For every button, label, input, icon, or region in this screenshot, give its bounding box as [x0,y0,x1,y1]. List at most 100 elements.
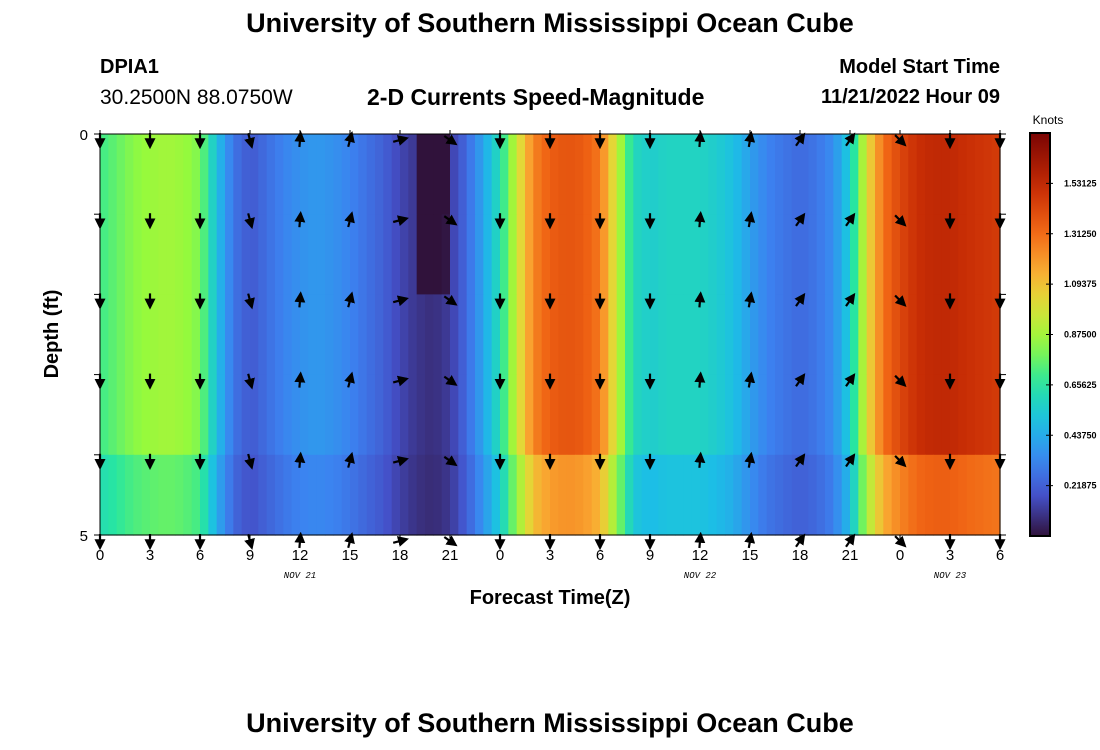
heatmap-cell [775,134,784,215]
heatmap-cell [408,294,418,376]
heatmap-cell [833,214,843,295]
heatmap-cell [675,454,684,536]
heatmap-cell [500,134,509,215]
current-vector-arrow [392,375,409,387]
heatmap-cell [566,294,576,376]
heatmap-cell [700,214,709,295]
heatmap-cell [791,374,801,456]
current-vector-arrow [844,453,856,468]
heatmap-cell [441,454,451,536]
colorbar-tick-label: 0.21875 [1064,481,1097,491]
heatmap-cell [358,454,368,536]
heatmap-cell [833,134,843,215]
heatmap-cell [350,454,359,536]
heatmap-cell [591,294,601,376]
heatmap-cell [250,134,259,215]
heatmap-cell [166,214,176,295]
heatmap-cell [733,214,743,295]
heatmap-cell [716,214,726,295]
heatmap-cell [975,214,984,295]
heatmap-cell [150,214,159,295]
heatmap-cell [408,134,418,215]
heatmap-cell [691,214,701,295]
heatmap-cell [400,454,409,536]
heatmap-cell [241,134,251,215]
heatmap-cell [991,214,1001,295]
heatmap-cell [725,454,734,536]
heatmap-cell [708,294,718,376]
heatmap-cell [275,134,284,215]
heatmap-cell [283,214,293,295]
heatmap-cell [758,454,768,536]
heatmap-cell [325,214,334,295]
heatmap-cell [275,294,284,376]
heatmap-cell [291,134,301,215]
x-tick-label: 12 [292,547,309,564]
heatmap-cell [100,214,109,295]
heatmap-cell [358,374,368,456]
heatmap-cell [391,374,401,456]
heatmap-cell [808,294,818,376]
current-vector-arrow [694,291,706,308]
heatmap-cell [441,374,451,456]
heatmap-cell [858,294,868,376]
heatmap-cell [816,134,826,215]
heatmap-cell [558,214,568,295]
heatmap-cell [766,294,776,376]
heatmap-cell [783,294,793,376]
heatmap-cell [958,214,968,295]
heatmap-cell [200,214,209,295]
heatmap-cell [575,374,584,456]
heatmap-cell [416,214,426,295]
heatmap-cell [483,454,493,536]
x-tick-label: 18 [792,547,809,564]
heatmap-cell [900,214,909,295]
heatmap-cell [866,454,876,536]
x-axis-label: Forecast Time(Z) [470,587,631,609]
heatmap-cell [991,134,1001,215]
heatmap-cell [783,454,793,536]
heatmap-cell [450,134,459,215]
heatmap-cell [141,454,151,536]
x-tick-label: 21 [442,547,459,564]
colorbar-tick-label: 1.53125 [1064,178,1097,188]
heatmap-cell [975,294,984,376]
heatmap-cell [900,134,909,215]
heatmap-cell [583,134,593,215]
heatmap-cell [358,214,368,295]
heatmap-cell [308,374,318,456]
heatmap-cell [941,454,951,536]
heatmap-cell [566,374,576,456]
heatmap-cell [875,134,884,215]
heatmap-cell [800,214,809,295]
heatmap-cell [966,134,976,215]
heatmap-cell [175,454,184,536]
heatmap-cell [541,294,551,376]
heatmap-cell [341,294,351,376]
heatmap-cell [116,134,126,215]
heatmap-cell [708,454,718,536]
heatmap-cell [258,214,268,295]
heatmap-cell [941,134,951,215]
heatmap-cell [950,294,959,376]
heatmap-cell [783,134,793,215]
heatmap-cell [241,214,251,295]
heatmap-cell [975,454,984,536]
heatmap-cell [491,454,501,536]
heatmap-cell [258,294,268,376]
heatmap-cell [158,214,168,295]
heatmap-cell [550,454,559,536]
heatmap-cell [775,214,784,295]
heatmap-cell [750,134,759,215]
x-tick-label: 0 [96,547,104,564]
heatmap-cell [100,294,109,376]
heatmap-cell [858,214,868,295]
heatmap-cell [841,454,851,536]
heatmap-cell [550,294,559,376]
current-vector-arrow [392,135,409,146]
heatmap-cell [100,374,109,456]
heatmap-cell [725,374,734,456]
heatmap-cell [508,374,518,456]
heatmap-cell [175,374,184,456]
heatmap-cell [691,454,701,536]
